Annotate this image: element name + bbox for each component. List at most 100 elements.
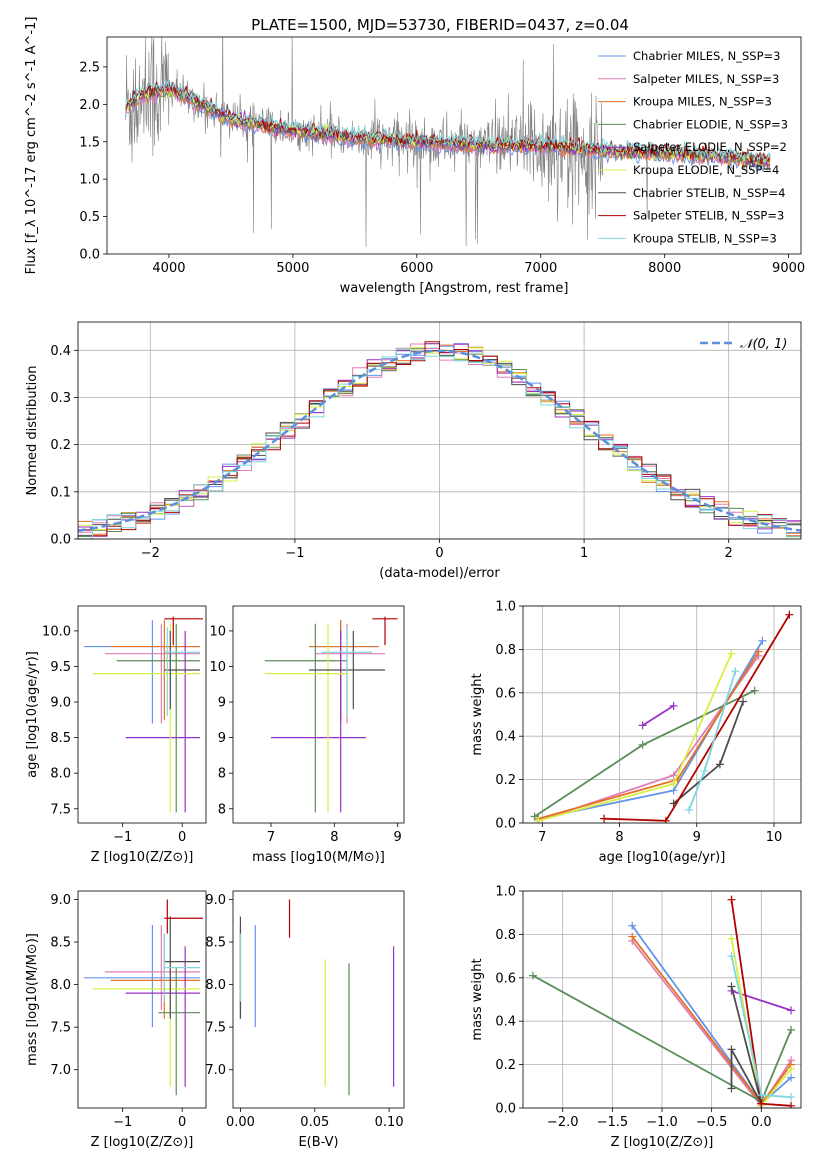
y-tick-label: 0.0: [79, 248, 100, 263]
mass-weight-line: [673, 701, 744, 805]
y-tick-label: 1.5: [79, 135, 100, 150]
mass-weight-line: [642, 705, 675, 727]
legend-label: Chabrier STELIB, N_SSP=4: [633, 186, 785, 200]
mass-weight-point: [787, 1064, 796, 1073]
x-tick-label: 6000: [400, 261, 433, 276]
x-tick-label: 8: [615, 830, 623, 845]
mass-weight-point: [715, 760, 724, 769]
legend-label: Chabrier ELODIE, N_SSP=3: [633, 117, 788, 131]
errorbars: [83, 616, 204, 813]
y-tick-label: 7.0: [50, 1063, 71, 1078]
y-tick-label: 8.5: [50, 936, 71, 951]
axes-frame: [522, 605, 802, 824]
y-tick-label: 9: [218, 731, 226, 746]
y-tick-label: 9.0: [50, 893, 71, 908]
y-tick-label: 9: [218, 696, 226, 711]
x-axis-label: (data-model)/error: [379, 566, 500, 581]
mass-weight-point: [758, 636, 767, 645]
axes-mass-vs-Z: −1 0 7.0 7.5 8.0 8.5 9.0 Z [log10(Z/Z⊙)] mass [l…: [25, 890, 207, 1150]
spectrum-lines: [125, 37, 771, 248]
mass-weight-point: [739, 697, 748, 706]
x-axis-label: mass [log10(M/M⊙)]: [252, 850, 385, 865]
y-tick-label: 8.0: [50, 767, 71, 782]
y-tick-label: 8.0: [50, 978, 71, 993]
y-tick-label: 9.0: [50, 696, 71, 711]
y-tick-label: 0.1: [50, 485, 71, 500]
mass-weight-point: [669, 771, 678, 780]
y-tick-label: 9.0: [205, 893, 226, 908]
x-tick-label: 0: [435, 546, 443, 561]
x-axis-label: E(B-V): [298, 1135, 338, 1150]
x-axis-label: Z [log10(Z/Z⊙)]: [91, 850, 194, 865]
x-tick-label: 1: [580, 546, 588, 561]
axes-frame: [522, 890, 802, 1109]
axes-mass-vs-ebv: 0.00 0.05 0.10 7.0 7.5 8.0 8.5 9.0 E(B-V): [205, 890, 405, 1150]
y-tick-label: 2.0: [79, 98, 100, 113]
mass-weight-lines: [530, 610, 794, 823]
y-tick-label: 2.5: [79, 60, 100, 75]
model-spectrum-line: [125, 80, 771, 164]
legend-label: Salpeter ELODIE, N_SSP=2: [633, 140, 787, 154]
x-tick-label: 7000: [524, 261, 557, 276]
y-tick-label: 0.0: [495, 817, 516, 832]
mass-weight-point: [638, 721, 647, 730]
legend-label: Kroupa STELIB, N_SSP=3: [633, 231, 777, 245]
y-tick-label: 0.0: [495, 1102, 516, 1117]
axes-age-vs-mass: 7 8 9 8 8 9 9 10 10 mass [log10(M/M⊙)]: [209, 605, 405, 865]
axes-age-vs-Z: −1 0 7.5 8.0 8.5 9.0 9.5 10.0 Z [log10(Z/Z⊙)] age…: [25, 605, 207, 865]
axes-spectrum: 4000 5000 6000 7000 8000 9000 0.0 0.5 1.0 1.5 2.0 2…: [24, 17, 805, 296]
mass-weight-point: [727, 895, 736, 904]
mass-weight-point: [638, 740, 647, 749]
x-tick-label: 0.0: [751, 1115, 772, 1130]
gaussian-curve: [78, 349, 801, 532]
errorbars: [239, 899, 395, 1096]
x-tick-label: 0.00: [226, 1115, 255, 1130]
axes-frame: [77, 321, 802, 540]
x-tick-label: −1.0: [646, 1115, 678, 1130]
legend-label: Salpeter STELIB, N_SSP=3: [633, 209, 784, 223]
x-tick-label: 4000: [152, 261, 185, 276]
y-tick-label: 0.8: [495, 643, 516, 658]
axes-frame: [232, 890, 405, 1109]
mass-weight-point: [669, 779, 678, 788]
y-tick-label: 0.2: [495, 773, 516, 788]
x-tick-label: 0: [178, 1115, 186, 1130]
mass-weight-point: [727, 934, 736, 943]
axes-frame: [106, 36, 802, 255]
histograms: [78, 341, 801, 539]
legend: 𝒩(0, 1): [700, 337, 787, 352]
histogram-step-line: [78, 349, 801, 536]
x-tick-label: 2: [725, 546, 733, 561]
legend-label: Chabrier MILES, N_SSP=3: [633, 49, 780, 63]
y-axis-label: mass [log10(M/M⊙)]: [25, 933, 40, 1066]
mass-weight-point: [754, 647, 763, 656]
axes-frame: [77, 605, 207, 824]
x-tick-label: −1: [113, 830, 132, 845]
mass-weight-point: [787, 1093, 796, 1102]
errorbars: [83, 899, 204, 1096]
x-tick-label: 7: [267, 830, 275, 845]
y-axis-label: age [log10(age/yr)]: [25, 651, 40, 778]
x-tick-label: −1: [285, 546, 304, 561]
axes-mass-weight-vs-Z: −2.0 −1.5 −1.0 −0.5 0.0 0.0 0.2 0.4 0.6 0.8 1.0 Z […: [470, 885, 802, 1150]
x-axis-label: age [log10(age/yr)]: [599, 850, 726, 865]
x-tick-label: 0.05: [300, 1115, 329, 1130]
mass-weight-point: [727, 982, 736, 991]
mass-weight-point: [757, 1099, 766, 1108]
x-tick-label: 9000: [772, 261, 805, 276]
y-axis-label: mass weight: [470, 958, 485, 1040]
x-tick-label: 7: [538, 830, 546, 845]
mass-weight-point: [731, 667, 740, 676]
y-tick-label: 8.5: [205, 936, 226, 951]
y-axis-label: Flux [f_λ 10^-17 erg cm^-2 s^-1 A^-1]: [24, 17, 39, 275]
x-axis-label: wavelength [Angstrom, rest frame]: [340, 281, 569, 296]
y-tick-label: 0.2: [50, 438, 71, 453]
mass-weight-point: [757, 1090, 766, 1099]
mass-weight-point: [628, 932, 637, 941]
y-tick-label: 7.5: [50, 1021, 71, 1036]
y-tick-label: 0.4: [50, 344, 71, 359]
mass-weight-point: [787, 1006, 796, 1015]
x-tick-label: 8: [330, 830, 338, 845]
y-tick-label: 0.6: [495, 971, 516, 986]
axes-residuals: −2 −1 0 1 2 0.0 0.1 0.2 0.3 0.4 (data-model)/error…: [25, 321, 802, 581]
